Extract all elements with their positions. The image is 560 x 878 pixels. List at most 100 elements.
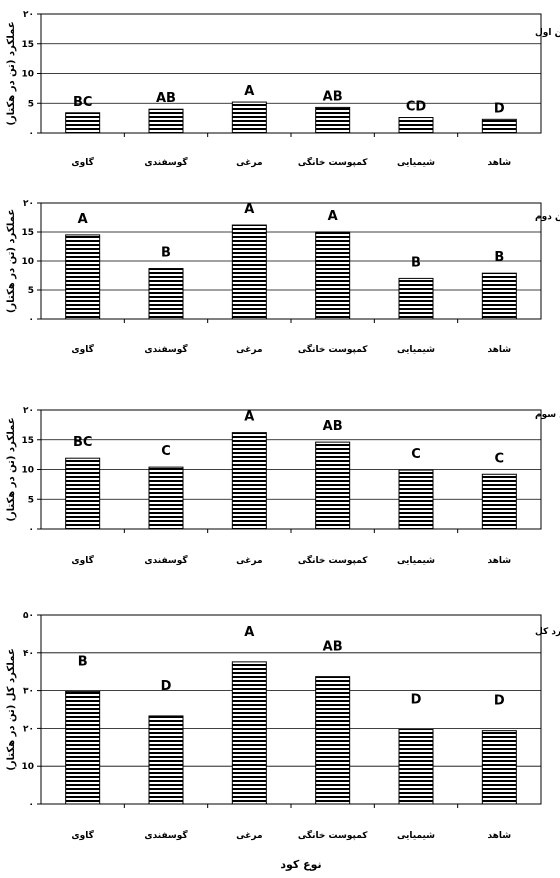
chart-title: (الف) عملکرد چین اول	[535, 28, 560, 38]
y-tick-label: ٢٠	[23, 724, 34, 734]
bar	[65, 112, 101, 134]
x-tick-label: گاوی	[71, 554, 94, 566]
x-axis-label: نوع کود	[280, 858, 321, 871]
bar-data-label: AB	[323, 89, 343, 104]
x-tick-label: شیمیایی	[397, 158, 435, 168]
y-tick-label: 15	[21, 40, 34, 50]
bar-data-label: AB	[156, 91, 176, 106]
y-tick-label: ٢٠	[23, 199, 34, 209]
bar-data-label: D	[411, 693, 422, 708]
bar	[65, 457, 101, 530]
x-tick-label: مرغی	[236, 556, 262, 566]
bar	[315, 231, 351, 320]
y-tick-label: ٠	[29, 129, 35, 139]
x-tick-label: کمپوست خانگی	[298, 343, 368, 355]
y-tick-label: 10	[21, 70, 34, 80]
y-axis-label: عملکرد کل (تن در هکتار)	[6, 648, 17, 771]
y-tick-label: ٣٠	[23, 687, 34, 697]
bar	[398, 277, 434, 320]
bar	[398, 729, 434, 805]
bar	[315, 106, 351, 134]
bar-data-label: BC	[73, 435, 92, 450]
y-tick-label: 10	[21, 466, 34, 476]
x-tick-label: کمپوست خانگی	[298, 829, 368, 841]
bar	[315, 441, 351, 530]
bar-data-label: D	[494, 694, 505, 709]
x-tick-label: کمپوست خانگی	[298, 156, 368, 168]
y-tick-label: ٠	[29, 315, 35, 325]
bar-data-label: B	[78, 654, 88, 669]
bar	[231, 101, 267, 134]
plot-frame	[40, 614, 542, 805]
bar-data-label: A	[244, 410, 254, 425]
bar-data-label: B	[411, 255, 421, 270]
bar-data-label: A	[244, 84, 254, 99]
bar	[315, 676, 351, 805]
bar-data-label: A	[244, 202, 254, 217]
bar-data-label: B	[494, 250, 504, 265]
bar	[231, 224, 267, 320]
x-tick-label: شاهد	[487, 556, 511, 566]
bar-data-label: C	[161, 444, 171, 459]
bar	[148, 715, 184, 805]
bar	[398, 117, 434, 134]
x-tick-label: گوسفندی	[144, 829, 188, 841]
x-tick-label: مرغی	[236, 831, 262, 841]
bar	[481, 730, 517, 805]
y-tick-label: 10	[21, 257, 34, 267]
x-tick-label: گوسفندی	[144, 156, 188, 168]
bar-data-label: A	[328, 209, 338, 224]
bar	[148, 108, 184, 134]
x-tick-label: کمپوست خانگی	[298, 554, 368, 566]
y-axis-label: عملکرد (تن در هکتار)	[6, 417, 17, 521]
bar	[481, 118, 517, 134]
bar	[148, 268, 184, 320]
bar	[65, 690, 101, 805]
bar-data-label: AB	[323, 640, 343, 655]
bar-data-label: AB	[323, 419, 343, 434]
y-tick-label: 15	[21, 436, 34, 446]
y-tick-label: ٢٠	[23, 10, 34, 20]
x-tick-label: گاوی	[71, 156, 94, 168]
bar-data-label: C	[411, 447, 421, 462]
y-tick-label: 5	[28, 99, 34, 109]
bar-data-label: A	[78, 212, 88, 227]
bar	[398, 469, 434, 530]
chart-panel-2: ٠ 5 10 15 ٢٠ عملکرد (تن در هکتار) (ب) عملکرد چ…	[6, 199, 560, 355]
y-axis-label: عملکرد (تن در هکتار)	[6, 21, 17, 125]
x-tick-label: مرغی	[236, 158, 262, 168]
bar	[231, 661, 267, 805]
chart-title: (ب) عملکرد چین دوم	[535, 212, 560, 222]
chart-title: (د) عملکرد کل	[535, 627, 560, 637]
y-tick-label: ٠	[29, 525, 35, 535]
x-tick-label: گوسفندی	[144, 554, 188, 566]
x-tick-label: گاوی	[71, 343, 94, 355]
y-tick-label: ٢٠	[23, 406, 34, 416]
x-tick-label: شاهد	[487, 345, 511, 355]
bar	[481, 272, 517, 320]
chart-title: (ج) عملکردچین سوم	[535, 410, 560, 420]
y-tick-label: 5	[28, 495, 34, 505]
y-axis-label: عملکرد (تن در هکتار)	[6, 209, 17, 313]
x-tick-label: شیمیایی	[397, 831, 435, 841]
bar-data-label: BC	[73, 95, 92, 110]
x-tick-label: شیمیایی	[397, 345, 435, 355]
bar-data-label: CD	[406, 100, 427, 115]
x-tick-label: شاهد	[487, 158, 511, 168]
x-tick-label: شاهد	[487, 831, 511, 841]
chart-panel-3: ٠ 5 10 15 ٢٠ عملکرد (تن در هکتار) (ج) عملکردچی…	[6, 406, 560, 566]
y-tick-label: 10	[21, 762, 34, 772]
x-tick-label: گاوی	[71, 829, 94, 841]
chart-panel-4: ٠ 10 ٢٠ ٣٠ ۴٠ ۵٠ عملکرد کل (تن در هکتار) (د) عم…	[6, 611, 560, 871]
chart-panel-1: ٠ 5 10 15 ٢٠ عملکرد (تن در هکتار) (الف) عملکرد…	[6, 10, 560, 168]
x-tick-label: گوسفندی	[144, 343, 188, 355]
bar-data-label: D	[161, 679, 172, 694]
bar-data-label: D	[494, 101, 505, 116]
y-tick-label: 15	[21, 228, 34, 238]
bar	[481, 473, 517, 530]
bar-data-label: C	[495, 451, 505, 466]
y-tick-label: ۴٠	[23, 649, 34, 659]
bar	[148, 466, 184, 530]
y-tick-label: 5	[28, 286, 34, 296]
